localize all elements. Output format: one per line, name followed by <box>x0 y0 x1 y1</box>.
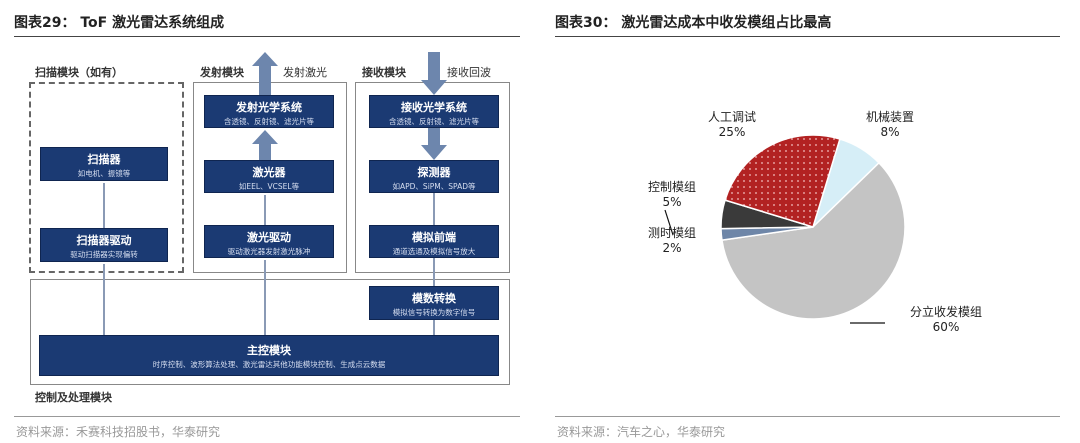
pie-chart <box>664 134 906 324</box>
laser-driver-block: 激光驱动驱动激光器发射激光脉冲 <box>204 225 334 258</box>
right-figure-title: 图表30： 激光雷达成本中收发模组占比最高 <box>555 15 832 31</box>
main-control-block: 主控模块时序控制、波形算法处理、激光雷达其他功能模块控制、生成点云数据 <box>39 335 499 376</box>
down-arrow-icon <box>421 128 447 160</box>
control-module-frame <box>30 279 510 385</box>
block-name: 扫描器 <box>87 153 121 166</box>
pie-label: 人工调试 25% <box>708 108 756 139</box>
rx-module-label: 接收模块 <box>362 66 406 79</box>
block-name: 探测器 <box>417 166 451 179</box>
slice-value: 5% <box>662 195 682 209</box>
pie-label: 机械装置 8% <box>866 108 914 139</box>
block-desc: 如电机、振镜等 <box>77 169 131 178</box>
block-desc: 如EEL、VCSEL等 <box>238 182 300 191</box>
block-name: 激光器 <box>252 166 286 179</box>
left-figure-title: 图表29： ToF 激光雷达系统组成 <box>14 15 225 31</box>
emit-laser-arrow-icon <box>252 52 278 95</box>
tx-module-label: 发射模块 <box>200 66 244 79</box>
laser-block: 激光器如EEL、VCSEL等 <box>204 160 334 193</box>
receive-echo-arrow-icon <box>421 52 447 95</box>
up-arrow-icon <box>252 130 278 160</box>
adc-block: 模数转换模拟信号转换为数字信号 <box>369 286 499 320</box>
pie-slice <box>721 161 906 320</box>
block-desc: 模拟信号转换为数字信号 <box>392 308 476 317</box>
slice-value: 60% <box>932 320 960 334</box>
tx-optics-block: 发射光学系统含透镜、反射镜、滤光片等 <box>204 95 334 128</box>
scan-module-label: 扫描模块（如有） <box>35 66 123 79</box>
slice-label: 人工调试 <box>708 110 757 124</box>
rx-arrow-label: 接收回波 <box>447 66 491 79</box>
slice-label: 分立收发模组 <box>910 305 983 319</box>
slice-value: 2% <box>662 241 682 255</box>
flow-arrows <box>103 52 447 335</box>
block-desc: 含透镜、反射镜、滤光片等 <box>389 117 479 126</box>
block-desc: 驱动激光器发射激光脉冲 <box>227 247 311 256</box>
block-desc: 通道选通及模拟信号放大 <box>392 247 476 256</box>
block-name: 发射光学系统 <box>236 101 302 114</box>
block-desc: 时序控制、波形算法处理、激光雷达其他功能模块控制、生成点云数据 <box>152 360 386 369</box>
slice-value: 8% <box>880 125 900 139</box>
block-name: 模拟前端 <box>412 231 456 244</box>
footer-divider <box>555 416 1060 417</box>
control-module-label: 控制及处理模块 <box>35 391 112 404</box>
analog-frontend-block: 模拟前端通道选通及模拟信号放大 <box>369 225 499 258</box>
slice-label: 测时模组 <box>648 226 697 240</box>
slice-value: 25% <box>718 125 746 139</box>
pie-label: 控制模组 5% <box>648 178 696 209</box>
block-name: 模数转换 <box>412 292 456 305</box>
leader-line <box>664 209 674 236</box>
block-name: 主控模块 <box>247 344 291 357</box>
scanner-driver-block: 扫描器驱动驱动扫描器实现偏转 <box>40 228 168 262</box>
tx-arrow-label: 发射激光 <box>283 66 327 79</box>
block-desc: 驱动扫描器实现偏转 <box>70 250 138 259</box>
right-source: 资料来源：汽车之心，华泰研究 <box>557 425 726 439</box>
footer-divider <box>14 416 520 417</box>
divider <box>555 36 1060 37</box>
block-name: 激光驱动 <box>247 231 291 244</box>
pie-slice <box>724 134 841 228</box>
scan-module-frame <box>29 82 184 273</box>
slice-label: 控制模组 <box>648 180 697 194</box>
slice-label: 机械装置 <box>866 110 915 124</box>
block-desc: 如APD、SiPM、SPAD等 <box>392 182 476 191</box>
block-desc: 含透镜、反射镜、滤光片等 <box>224 117 314 126</box>
divider <box>14 36 520 37</box>
detector-block: 探测器如APD、SiPM、SPAD等 <box>369 160 499 193</box>
pie-label: 分立收发模组 60% <box>910 303 982 334</box>
block-name: 接收光学系统 <box>401 101 467 114</box>
left-source: 资料来源：禾赛科技招股书，华泰研究 <box>16 425 221 439</box>
scanner-block: 扫描器如电机、振镜等 <box>40 147 168 181</box>
rx-optics-block: 接收光学系统含透镜、反射镜、滤光片等 <box>369 95 499 128</box>
pie-label: 测时模组 2% <box>648 224 696 255</box>
block-name: 扫描器驱动 <box>76 234 132 247</box>
